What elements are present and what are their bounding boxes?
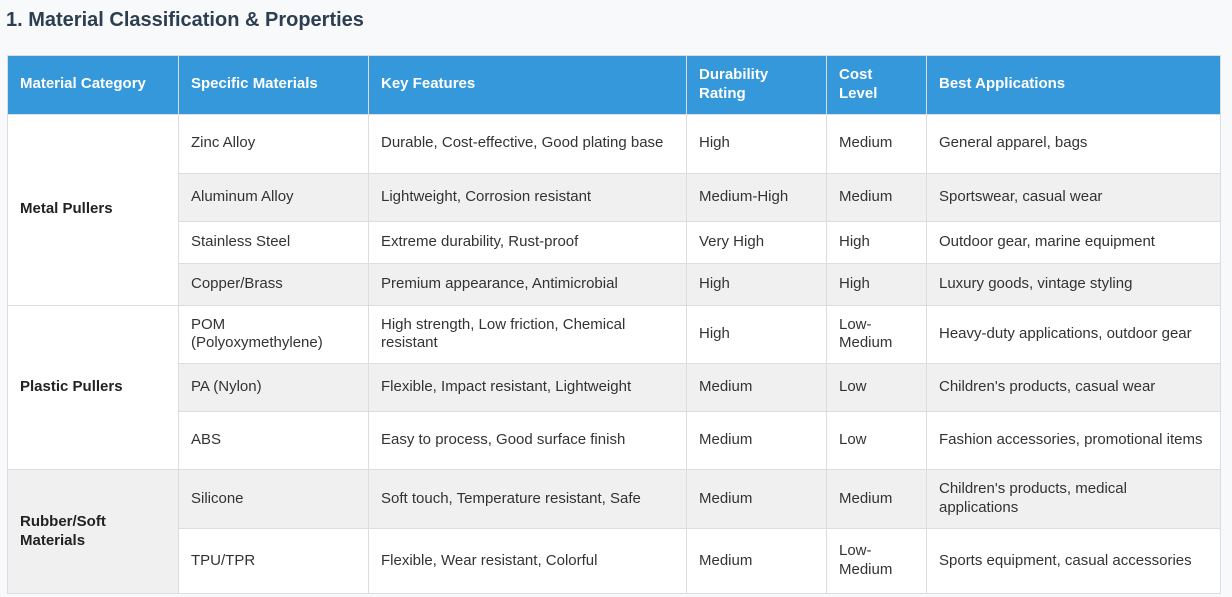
cell-material: ABS	[178, 411, 369, 470]
materials-table: Material Category Specific Materials Key…	[7, 55, 1221, 594]
cell-material: PA (Nylon)	[178, 363, 369, 412]
header-row: Material Category Specific Materials Key…	[7, 55, 1221, 115]
cell-features: Durable, Cost-effective, Good plating ba…	[368, 113, 687, 174]
cell-features: Easy to process, Good surface finish	[368, 411, 687, 470]
cell-features: High strength, Low friction, Chemical re…	[368, 304, 687, 364]
cell-applications: Sportswear, casual wear	[926, 172, 1221, 222]
cell-cost: Medium	[826, 469, 927, 529]
cell-cost: Medium	[826, 172, 927, 222]
cell-durability: High	[686, 262, 827, 306]
table-row: Metal Pullers Zinc Alloy Durable, Cost-e…	[7, 113, 1221, 306]
cell-cost: High	[826, 220, 927, 264]
cell-cost: Low	[826, 411, 927, 470]
cell-applications: Children's products, casual wear	[926, 363, 1221, 412]
cell-material: Copper/Brass	[178, 262, 369, 306]
cell-applications: Luxury goods, vintage styling	[926, 262, 1221, 306]
cell-applications: Sports equipment, casual accessories	[926, 528, 1221, 594]
table-row: PA (Nylon) Flexible, Impact resistant, L…	[8, 363, 1221, 412]
cell-durability: Very High	[686, 220, 827, 264]
cell-material: Zinc Alloy	[178, 113, 369, 174]
cell-material: POM (Polyoxymethylene)	[178, 304, 369, 364]
cell-durability: High	[686, 113, 827, 174]
cell-features: Lightweight, Corrosion resistant	[368, 172, 687, 222]
column-header-best-applications: Best Applications	[926, 55, 1221, 115]
cell-cost: Medium	[826, 113, 927, 174]
table-row: Rubber/Soft Materials Silicone Soft touc…	[7, 469, 1221, 594]
cell-material: Stainless Steel	[178, 220, 369, 264]
cell-cost: Low-Medium	[826, 304, 927, 364]
cell-applications: Heavy-duty applications, outdoor gear	[926, 304, 1221, 364]
table-row: ABS Easy to process, Good surface finish…	[8, 411, 1221, 470]
cell-features: Flexible, Impact resistant, Lightweight	[368, 363, 687, 412]
cell-applications: General apparel, bags	[926, 113, 1221, 174]
cell-applications: Fashion accessories, promotional items	[926, 411, 1221, 470]
cell-durability: High	[686, 304, 827, 364]
table-row: Stainless Steel Extreme durability, Rust…	[8, 220, 1221, 264]
cell-durability: Medium	[686, 363, 827, 412]
table-row: TPU/TPR Flexible, Wear resistant, Colorf…	[8, 528, 1221, 594]
column-header-cost-level: Cost Level	[826, 55, 927, 115]
category-cell-rubber-soft-materials: Rubber/Soft Materials	[7, 469, 179, 594]
column-header-material-category: Material Category	[7, 55, 179, 115]
cell-durability: Medium	[686, 528, 827, 594]
cell-features: Flexible, Wear resistant, Colorful	[368, 528, 687, 594]
table-row: Copper/Brass Premium appearance, Antimic…	[8, 262, 1221, 306]
category-cell-plastic-pullers: Plastic Pullers	[7, 304, 179, 470]
cell-material: TPU/TPR	[178, 528, 369, 594]
cell-features: Extreme durability, Rust-proof	[368, 220, 687, 264]
cell-durability: Medium	[686, 411, 827, 470]
page-title: 1. Material Classification & Properties	[6, 9, 364, 31]
cell-features: Soft touch, Temperature resistant, Safe	[368, 469, 687, 529]
cell-durability: Medium-High	[686, 172, 827, 222]
cell-material: Aluminum Alloy	[178, 172, 369, 222]
column-header-durability-rating: Durability Rating	[686, 55, 827, 115]
table-row: Plastic Pullers POM (Polyoxymethylene) H…	[7, 304, 1221, 470]
cell-cost: High	[826, 262, 927, 306]
cell-applications: Children's products, medical application…	[926, 469, 1221, 529]
cell-applications: Outdoor gear, marine equipment	[926, 220, 1221, 264]
cell-material: Silicone	[178, 469, 369, 529]
cell-cost: Low	[826, 363, 927, 412]
table-row: Aluminum Alloy Lightweight, Corrosion re…	[8, 172, 1221, 222]
column-header-key-features: Key Features	[368, 55, 687, 115]
cell-features: Premium appearance, Antimicrobial	[368, 262, 687, 306]
cell-durability: Medium	[686, 469, 827, 529]
category-cell-metal-pullers: Metal Pullers	[7, 113, 179, 306]
cell-cost: Low-Medium	[826, 528, 927, 594]
column-header-specific-materials: Specific Materials	[178, 55, 369, 115]
